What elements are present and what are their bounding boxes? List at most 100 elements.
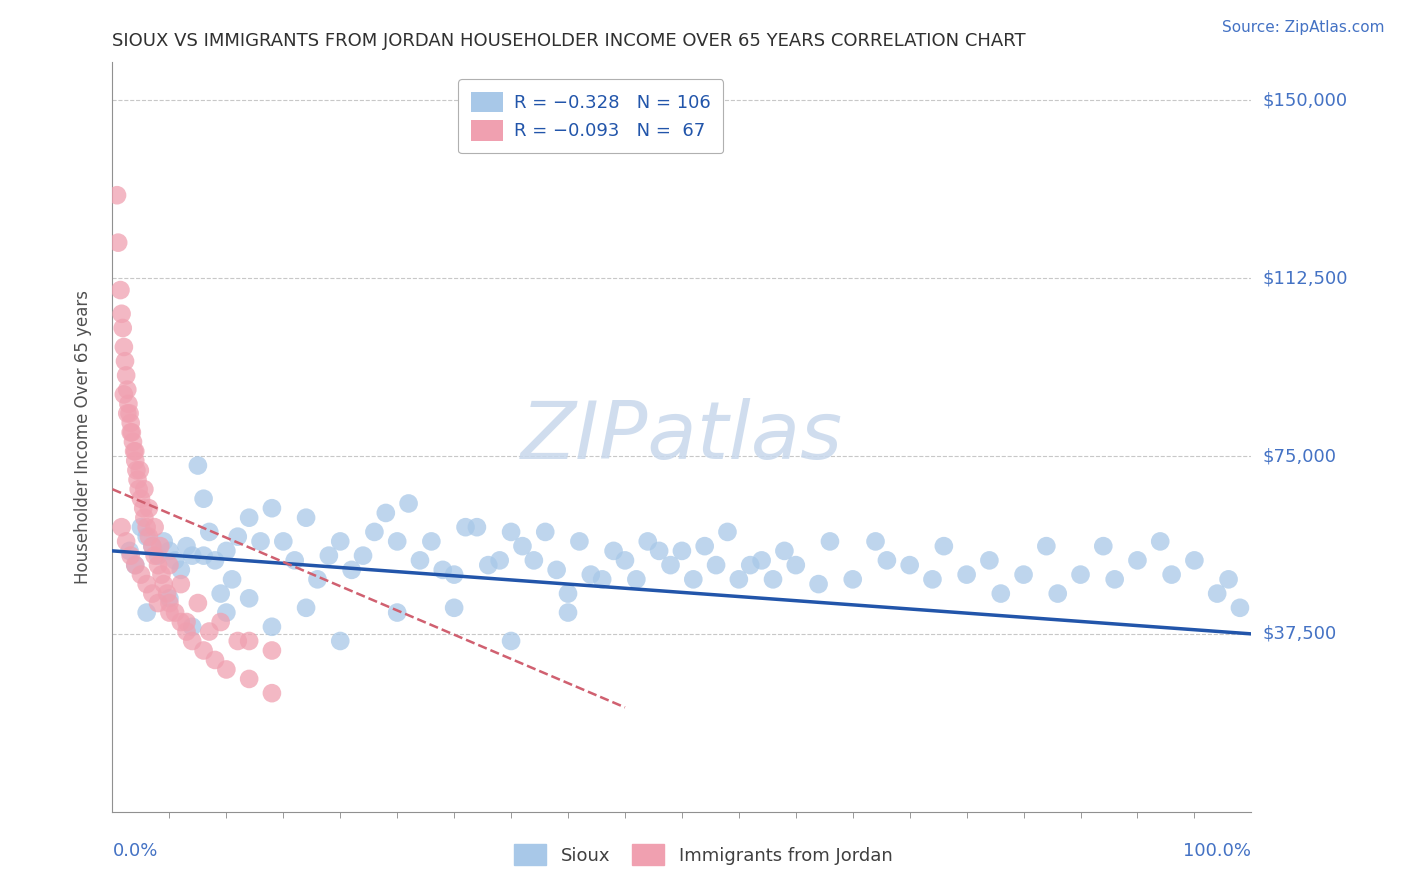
Point bbox=[134, 510, 156, 524]
Point bbox=[107, 235, 129, 250]
Text: $150,000: $150,000 bbox=[1263, 91, 1347, 110]
Point bbox=[226, 634, 249, 648]
Point bbox=[132, 501, 155, 516]
Point bbox=[876, 553, 898, 567]
Point bbox=[465, 520, 488, 534]
Point bbox=[932, 539, 955, 553]
Point bbox=[146, 558, 169, 573]
Point bbox=[602, 544, 624, 558]
Point bbox=[238, 510, 260, 524]
Point bbox=[110, 520, 132, 534]
Point bbox=[141, 539, 163, 553]
Point bbox=[340, 563, 363, 577]
Point bbox=[1046, 586, 1069, 600]
Point bbox=[146, 549, 169, 563]
Point bbox=[127, 473, 149, 487]
Point bbox=[693, 539, 716, 553]
Point bbox=[221, 572, 243, 586]
Point bbox=[385, 606, 409, 620]
Point bbox=[198, 524, 221, 539]
Text: Source: ZipAtlas.com: Source: ZipAtlas.com bbox=[1222, 20, 1385, 35]
Point bbox=[1035, 539, 1057, 553]
Point bbox=[956, 567, 979, 582]
Point bbox=[143, 520, 166, 534]
Point bbox=[704, 558, 727, 573]
Point bbox=[865, 534, 887, 549]
Point bbox=[118, 406, 141, 420]
Point bbox=[501, 524, 523, 539]
Point bbox=[209, 586, 232, 600]
Point bbox=[215, 606, 238, 620]
Point bbox=[762, 572, 785, 586]
Point bbox=[318, 549, 340, 563]
Point bbox=[135, 577, 157, 591]
Point bbox=[112, 340, 135, 354]
Text: 100.0%: 100.0% bbox=[1184, 842, 1251, 860]
Point bbox=[523, 553, 546, 567]
Point bbox=[170, 577, 193, 591]
Point bbox=[751, 553, 773, 567]
Point bbox=[501, 634, 523, 648]
Point bbox=[156, 586, 179, 600]
Point bbox=[181, 634, 204, 648]
Point bbox=[159, 596, 180, 610]
Text: $112,500: $112,500 bbox=[1263, 269, 1348, 287]
Point bbox=[307, 572, 329, 586]
Point bbox=[150, 567, 173, 582]
Point bbox=[443, 600, 465, 615]
Point bbox=[1218, 572, 1240, 586]
Point bbox=[110, 283, 132, 297]
Point bbox=[443, 567, 465, 582]
Point bbox=[818, 534, 841, 549]
Point bbox=[1069, 567, 1091, 582]
Point bbox=[979, 553, 1001, 567]
Point bbox=[557, 586, 579, 600]
Point bbox=[112, 387, 135, 401]
Point bbox=[398, 496, 420, 510]
Point bbox=[129, 520, 152, 534]
Point bbox=[626, 572, 648, 586]
Point bbox=[193, 549, 215, 563]
Point bbox=[105, 188, 128, 202]
Point bbox=[271, 534, 295, 549]
Point bbox=[204, 553, 226, 567]
Text: ZIPatlas: ZIPatlas bbox=[520, 398, 844, 476]
Text: $75,000: $75,000 bbox=[1263, 447, 1337, 465]
Point bbox=[159, 544, 180, 558]
Point bbox=[534, 524, 557, 539]
Point bbox=[740, 558, 762, 573]
Point bbox=[215, 544, 238, 558]
Point bbox=[117, 383, 139, 397]
Point bbox=[110, 307, 132, 321]
Point bbox=[352, 549, 374, 563]
Point bbox=[111, 321, 134, 335]
Point bbox=[165, 606, 187, 620]
Point bbox=[120, 416, 142, 430]
Point bbox=[135, 520, 157, 534]
Point bbox=[363, 524, 385, 539]
Point bbox=[260, 501, 283, 516]
Point bbox=[128, 463, 150, 477]
Text: SIOUX VS IMMIGRANTS FROM JORDAN HOUSEHOLDER INCOME OVER 65 YEARS CORRELATION CHA: SIOUX VS IMMIGRANTS FROM JORDAN HOUSEHOL… bbox=[112, 32, 1026, 50]
Point bbox=[141, 586, 163, 600]
Point bbox=[181, 549, 204, 563]
Point bbox=[135, 606, 157, 620]
Point bbox=[129, 567, 152, 582]
Point bbox=[557, 606, 579, 620]
Point bbox=[249, 534, 271, 549]
Point bbox=[671, 544, 693, 558]
Point bbox=[990, 586, 1012, 600]
Point bbox=[176, 615, 198, 629]
Point bbox=[1206, 586, 1229, 600]
Point bbox=[115, 534, 138, 549]
Legend: Sioux, Immigrants from Jordan: Sioux, Immigrants from Jordan bbox=[505, 835, 901, 874]
Point bbox=[512, 539, 534, 553]
Text: 0.0%: 0.0% bbox=[112, 842, 157, 860]
Point bbox=[295, 510, 318, 524]
Point bbox=[187, 458, 209, 473]
Point bbox=[122, 444, 145, 458]
Point bbox=[682, 572, 704, 586]
Point bbox=[121, 425, 143, 440]
Point bbox=[488, 553, 510, 567]
Point bbox=[187, 596, 209, 610]
